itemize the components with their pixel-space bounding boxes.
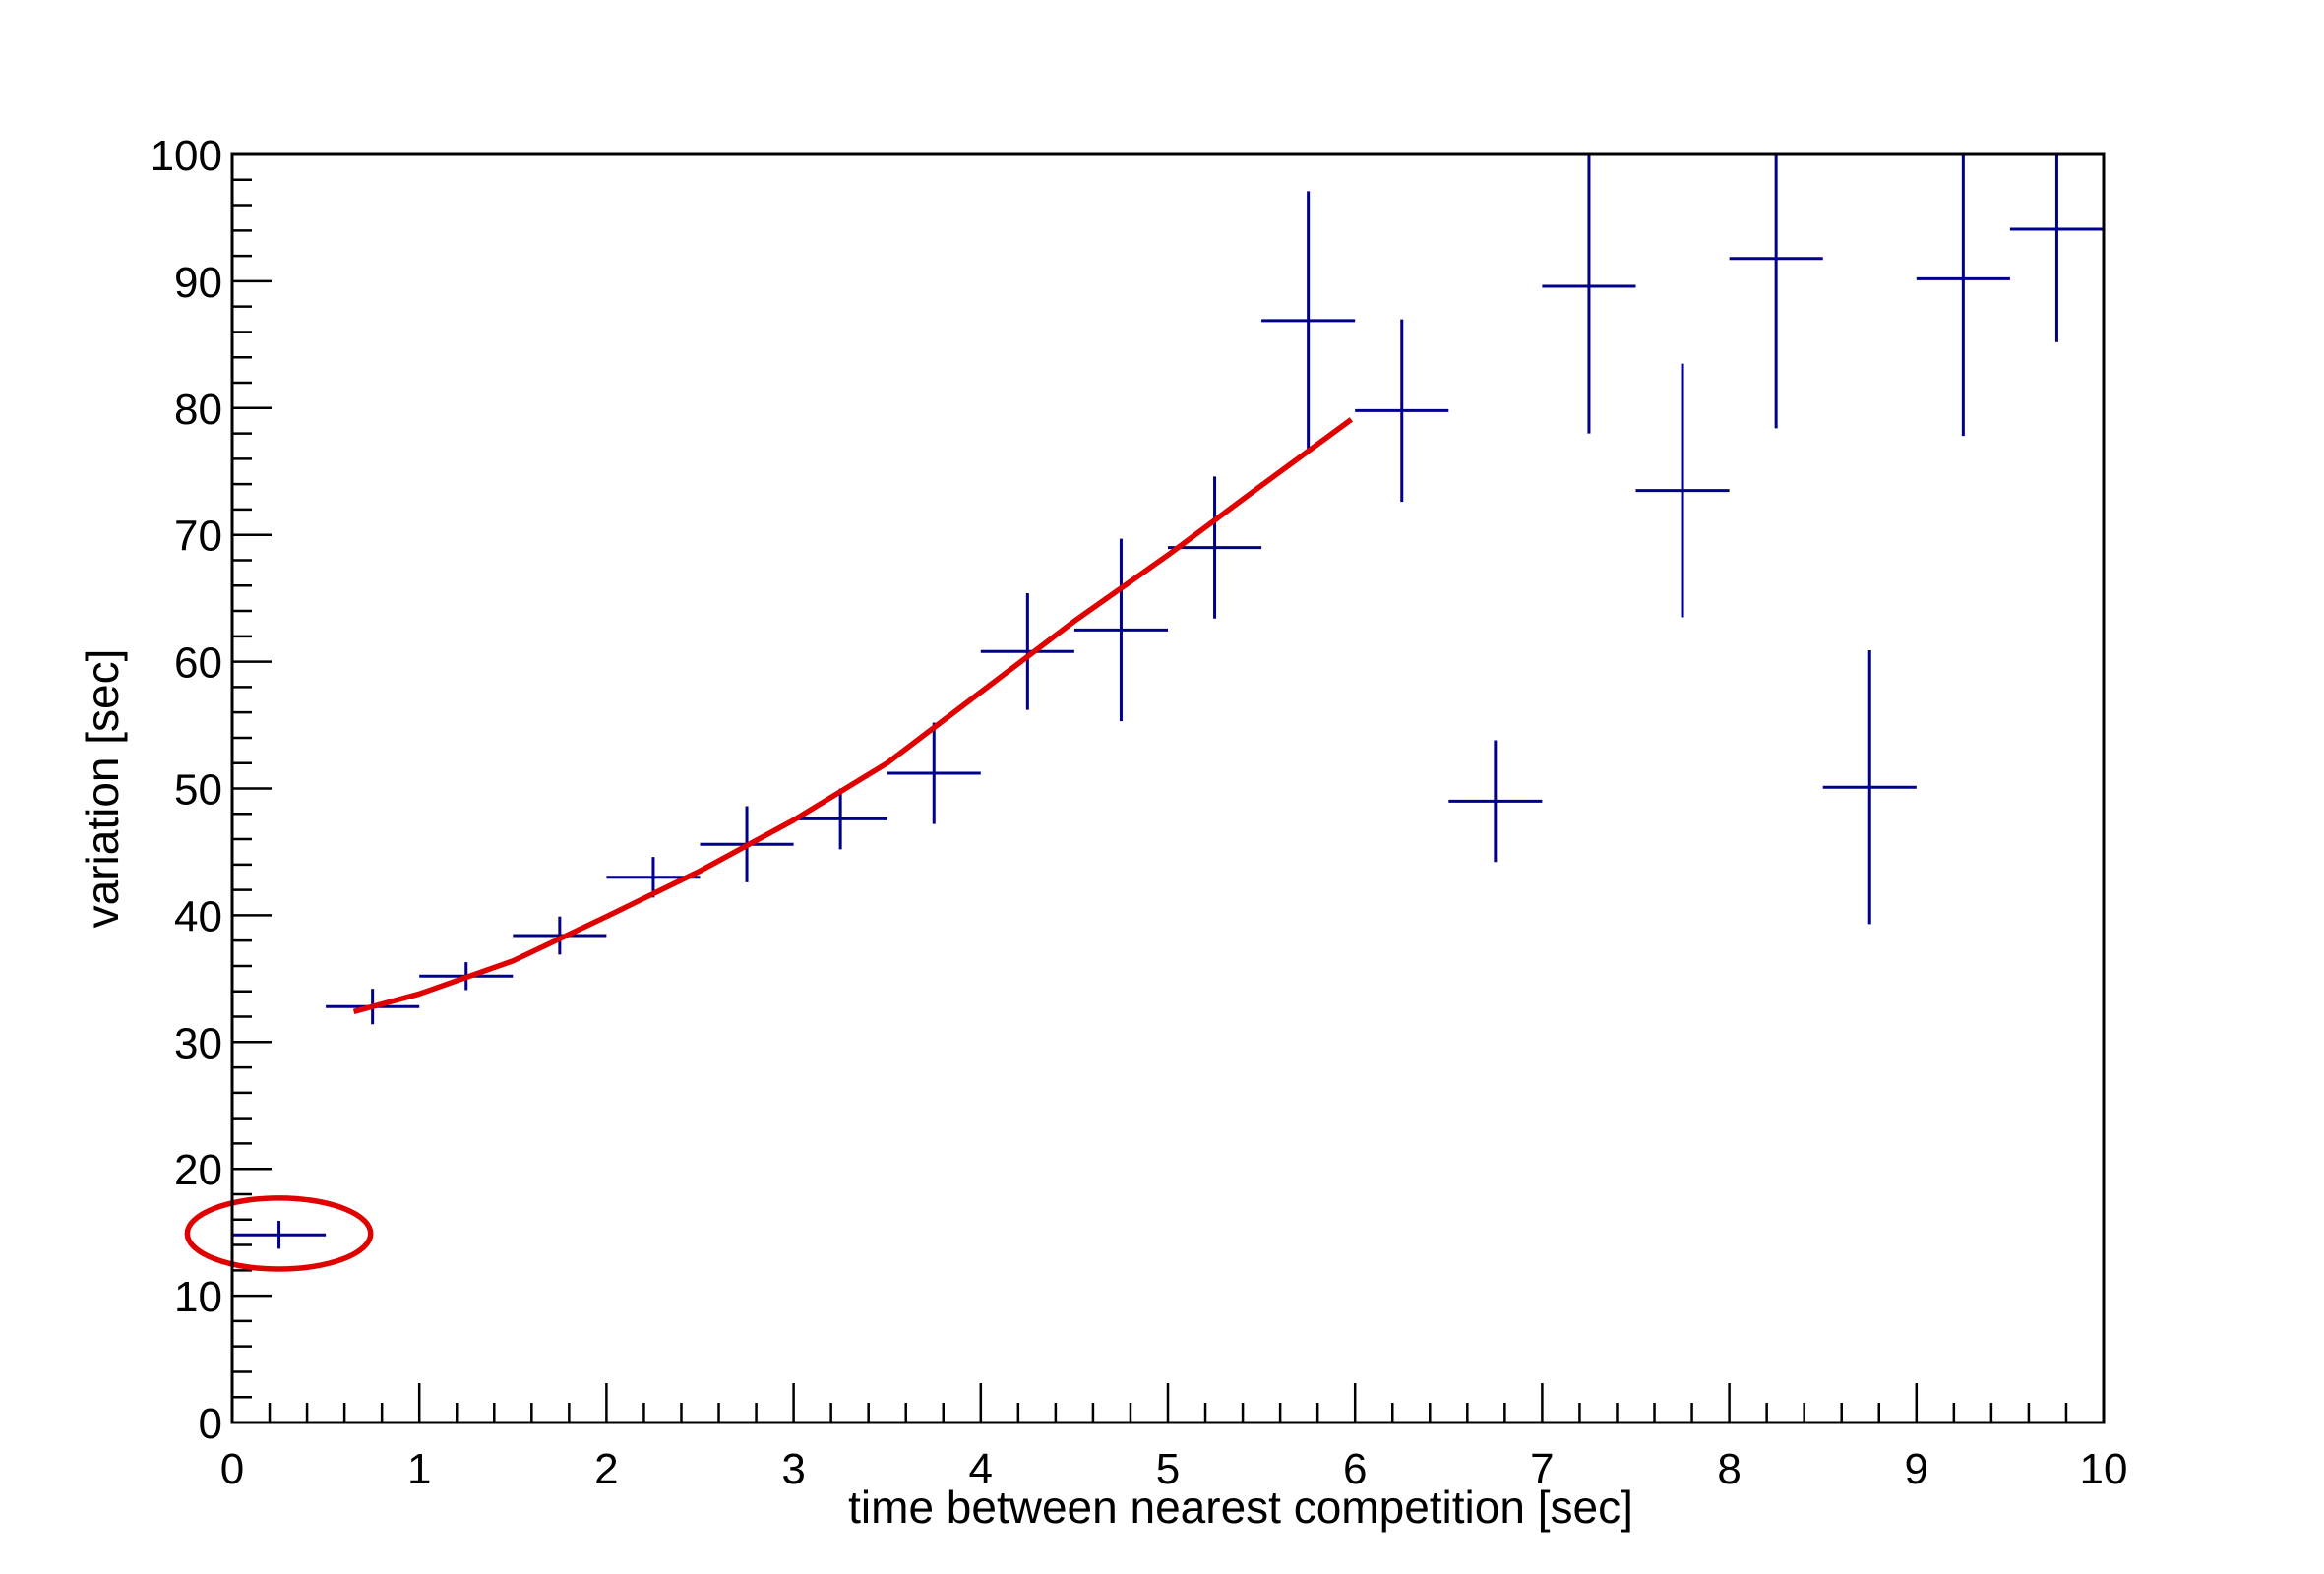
highlight-ellipse [184, 1195, 374, 1272]
data-point [1355, 319, 1449, 503]
y-tick-label: 20 [174, 1146, 222, 1194]
x-tick-label: 0 [220, 1445, 244, 1493]
y-tick-label: 40 [174, 892, 222, 940]
fit-curve [352, 417, 1354, 1015]
data-layer [232, 154, 2104, 1249]
data-point [1542, 154, 1636, 434]
data-point [1822, 649, 1917, 925]
x-tick-label: 2 [594, 1445, 618, 1493]
y-tick-label: 30 [174, 1019, 222, 1067]
x-tick-label: 4 [969, 1445, 993, 1493]
data-point [1168, 476, 1262, 619]
y-tick-label: 60 [174, 639, 222, 688]
data-point [1448, 740, 1543, 863]
data-point [513, 916, 607, 955]
data-point [980, 592, 1074, 710]
y-tick-label: 0 [199, 1400, 222, 1448]
x-tick-label: 9 [1905, 1445, 1928, 1493]
x-tick-label: 1 [407, 1445, 431, 1493]
y-tick-label: 10 [174, 1273, 222, 1321]
x-tick-label: 3 [781, 1445, 805, 1493]
data-point [1261, 191, 1356, 451]
plot-frame [230, 152, 2106, 1424]
y-tick-label: 70 [174, 513, 222, 561]
data-point [1635, 363, 1730, 618]
ticks-layer [230, 152, 2106, 1424]
y-tick-label: 50 [174, 766, 222, 815]
data-point [793, 788, 887, 850]
data-point [2009, 154, 2104, 342]
x-tick-label: 8 [1717, 1445, 1741, 1493]
y-tick-label: 90 [174, 259, 222, 307]
y-tick-label: 80 [174, 386, 222, 434]
x-tick-label: 6 [1343, 1445, 1367, 1493]
annotation-layer [184, 1195, 374, 1272]
data-point [887, 722, 981, 824]
x-tick-label: 5 [1156, 1445, 1180, 1493]
data-point [1916, 154, 2010, 437]
x-axis-title: time between nearest competition [sec] [848, 1482, 1633, 1533]
y-tick-label: 100 [151, 132, 222, 180]
data-point [1729, 154, 1823, 429]
fit-layer [352, 417, 1354, 1015]
x-tick-label: 7 [1530, 1445, 1554, 1493]
y-axis-title: variation [sec] [77, 649, 128, 929]
data-point [1073, 538, 1168, 722]
x-tick-label: 10 [2080, 1445, 2128, 1493]
data-point [232, 1221, 327, 1249]
